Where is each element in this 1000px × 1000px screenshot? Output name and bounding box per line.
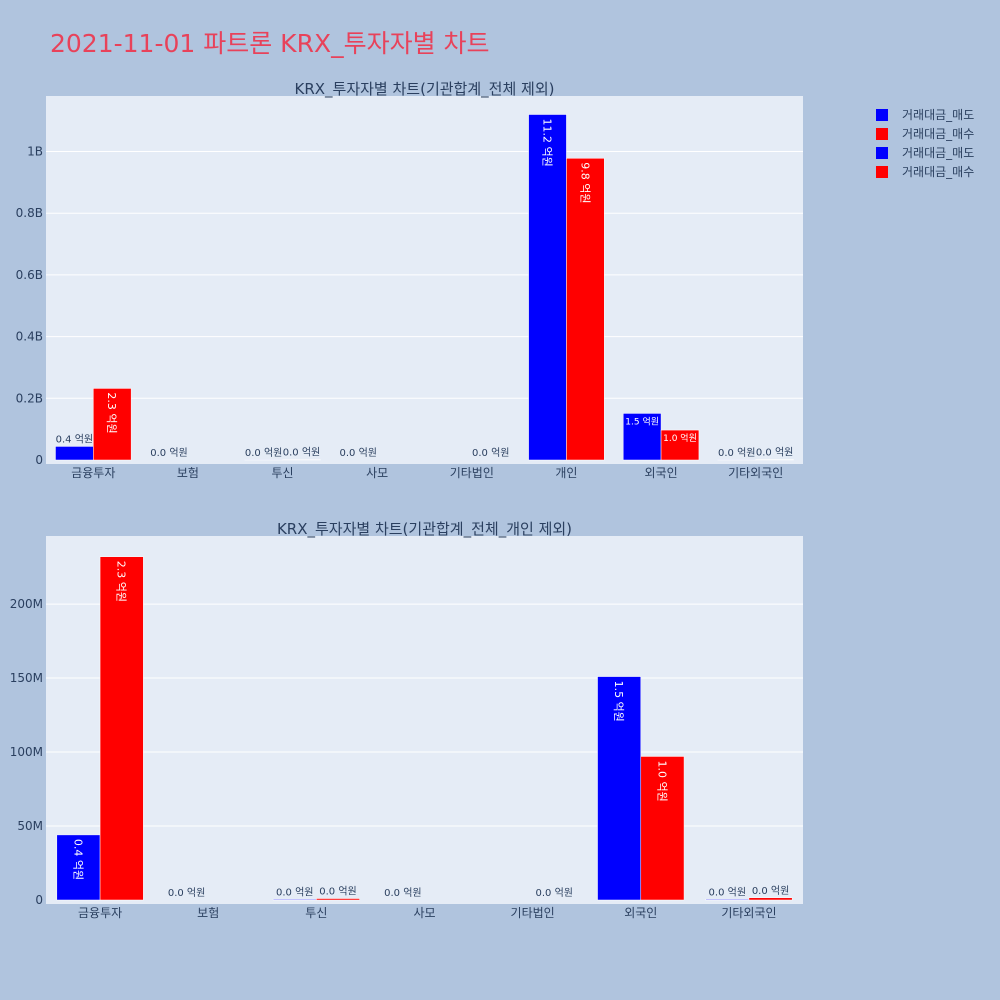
bar-buy [99,556,144,901]
bar-sell [597,676,642,901]
data-label: 1.5 억원 [612,681,625,722]
bar-buy [748,897,793,901]
data-label: 0.0 억원 [245,447,282,459]
bar-sell [56,834,101,901]
x-tick-label: 기타외국인 [728,466,783,480]
legend-swatch [876,166,888,178]
data-label: 0.0 억원 [756,447,793,459]
x-tick-label: 사모 [413,906,435,920]
x-tick-label: 외국인 [624,906,657,920]
y-tick-label: 200M [10,597,43,611]
y-tick-label: 1B [27,145,43,159]
x-tick-label: 투신 [305,906,327,920]
data-label: 0.0 억원 [319,886,356,898]
data-label: 0.0 억원 [472,447,509,459]
data-label: 0.0 억원 [150,447,187,459]
bar-buy [660,429,700,461]
data-label: 0.0 억원 [752,885,789,897]
legend-label: 거래대금_매도 [902,108,974,122]
bar-sell [272,899,317,901]
y-tick-label: 150M [10,671,43,685]
bar-buy [316,898,360,901]
bar-sell [622,413,662,461]
data-label: 0.0 억원 [718,447,755,459]
y-tick-label: 0.4B [16,330,43,344]
data-label: 11.2 억원 [541,119,554,167]
bar-buy [566,158,605,461]
data-label: 1.0 억원 [655,760,668,801]
bar-sell [55,446,94,461]
data-label: 0.0 억원 [709,886,746,898]
y-tick-label: 0 [35,453,43,467]
legend-swatch [876,128,888,140]
data-label: 0.0 억원 [276,886,313,898]
chart-title: KRX_투자자별 차트(기관합계_전체_개인 제외) [277,520,572,539]
legend-label: 거래대금_매수 [902,165,974,179]
data-label: 0.0 억원 [283,447,320,459]
y-tick-label: 0.8B [16,206,43,220]
legend-swatch [876,147,888,159]
data-label: 0.4 억원 [71,839,84,880]
x-tick-label: 개인 [555,466,577,480]
x-tick-label: 보험 [177,466,199,480]
data-label: 1.5 억원 [625,415,659,427]
plot-area [46,96,803,464]
y-tick-label: 50M [17,819,43,833]
plot-area [46,536,803,904]
bar-sell [528,114,567,461]
chart-1: 0 0.2B 0.4B 0.6B 0.8B 1B KRX_투자자별 차트(기관합계_전체 제… [16,80,803,480]
x-tick-label: 금융투자 [78,906,122,920]
y-tick-label: 0.6B [16,268,43,282]
bar-buy [93,388,132,461]
x-tick-label: 투신 [272,466,294,480]
y-tick-label: 0 [35,893,43,907]
x-tick-label: 사모 [366,466,388,480]
data-label: 0.0 억원 [536,887,573,899]
chart-title: KRX_투자자별 차트(기관합계_전체 제외) [295,80,555,99]
data-label: 0.0 억원 [168,887,205,899]
data-label: 2.3 억원 [115,561,128,602]
legend-swatch [876,109,888,121]
main-title: 2021-11-01 파트론 KRX_투자자별 차트 [50,29,490,58]
x-tick-label: 금융투자 [71,466,115,480]
x-tick-label: 기타외국인 [721,906,776,920]
x-tick-label: 외국인 [645,466,678,480]
data-label: 1.0 억원 [663,432,697,444]
bar-buy [640,756,685,901]
legend-label: 거래대금_매수 [902,127,974,141]
data-label: 0.4 억원 [56,433,93,445]
data-label: 0.0 억원 [384,887,421,899]
y-tick-label: 0.2B [16,391,43,405]
x-tick-label: 기타법인 [511,906,555,920]
chart-2: 0 50M 100M 150M 200M KRX_투자자별 차트(기관합계_전체_개인 제… [10,520,803,920]
data-label: 2.3 억원 [105,392,118,433]
data-label: 0.0 억원 [340,447,377,459]
x-tick-label: 보험 [197,906,219,920]
y-tick-label: 100M [10,745,43,759]
legend-label: 거래대금_매도 [902,146,974,160]
x-tick-label: 기타법인 [450,466,494,480]
bar-sell [705,899,750,901]
data-label: 9.8 억원 [578,162,591,203]
